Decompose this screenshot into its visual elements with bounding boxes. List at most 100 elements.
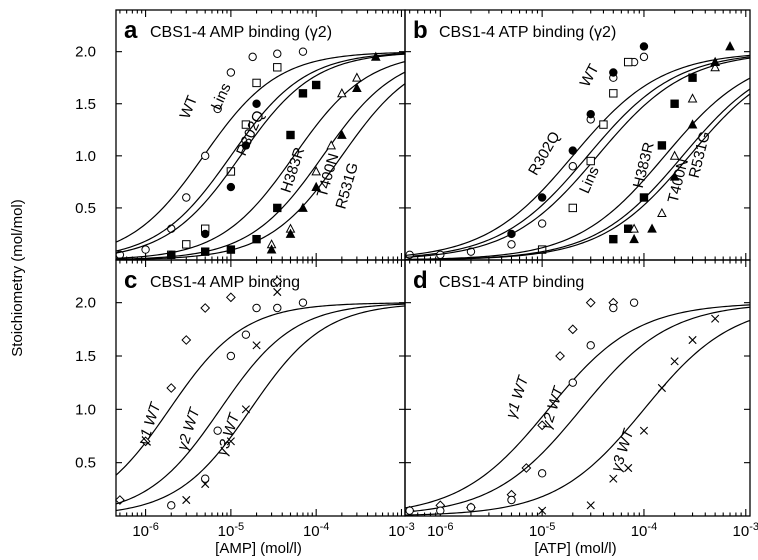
data-point [629, 298, 639, 307]
series-label: γ2 WT [174, 404, 204, 452]
fit-curve [405, 57, 750, 258]
data-point [710, 62, 720, 72]
data-point [182, 495, 191, 505]
data-point [286, 130, 295, 140]
data-point [213, 426, 222, 435]
data-point [273, 63, 282, 72]
fit-curve [116, 52, 405, 252]
data-point [568, 378, 577, 387]
data-point [241, 141, 251, 150]
fit-curve [405, 306, 750, 513]
x-tick-label: 10-6 [427, 521, 453, 540]
fit-curve [116, 303, 405, 505]
data-point [311, 181, 322, 191]
data-point [370, 51, 381, 61]
y-axis-label: Stoichiometry (mol/mol) [9, 199, 26, 357]
series-1wt: γ1 WT [114, 276, 405, 505]
y-tick-label: 1.5 [75, 96, 96, 113]
fit-curve [405, 304, 750, 509]
data-point [670, 99, 679, 108]
data-point [687, 93, 698, 103]
fit-curve [405, 319, 750, 516]
series-label: γ2 WT [538, 383, 568, 431]
data-point [657, 141, 667, 150]
data-point [568, 162, 577, 171]
data-point [669, 171, 680, 181]
data-point [537, 420, 548, 431]
data-point [352, 82, 362, 93]
x-tick-label: 10-4 [631, 521, 657, 540]
data-point [711, 314, 720, 323]
data-point [226, 182, 236, 192]
series-label: Lins [576, 164, 603, 196]
series-label: WT [577, 61, 603, 90]
data-point [141, 245, 150, 254]
panel-title: CBS1-4 ATP binding (γ2) [439, 24, 616, 41]
series-label: γ3 WT [608, 426, 638, 474]
data-point [657, 207, 667, 218]
panel-d: d CBS1-4 ATP binding 10-6 10-5 10-4 10-3 [ATP]… [404, 259, 758, 557]
data-point [181, 335, 192, 345]
data-point [725, 41, 735, 51]
fit-curve [116, 305, 405, 512]
data-point [624, 463, 633, 473]
panel-title: CBS1-4 AMP binding [150, 274, 300, 291]
series-label: H383R [630, 140, 658, 190]
y-tick-label: 1.0 [75, 401, 96, 418]
x-tick-label: 10-4 [303, 521, 329, 540]
series-label: γ1 WT [503, 372, 533, 420]
data-point [639, 426, 649, 435]
data-point [710, 56, 720, 66]
panels: a CBS1-4 AMP binding (γ2)0.51.01.52.0WT Li… [75, 9, 758, 557]
data-point [182, 193, 191, 202]
panel-letter: b [413, 17, 428, 44]
data-point [226, 68, 236, 77]
data-point [405, 506, 414, 515]
fit-curve [116, 61, 405, 259]
plot-frame [404, 259, 751, 517]
series-3wt: γ3 WT [116, 287, 405, 512]
panel-letter: d [413, 267, 428, 294]
fit-curve [405, 54, 750, 257]
panel-c: c CBS1-4 AMP binding 0.5 1.0 1.5 2.0 10-6 10-5 1… [75, 259, 415, 557]
data-point [623, 57, 633, 67]
data-point [182, 240, 191, 249]
data-point [537, 193, 547, 202]
series-2wt: γ2 WT [405, 298, 750, 515]
data-point [568, 146, 577, 155]
data-point [639, 42, 649, 51]
fit-curve [405, 56, 750, 258]
fit-curve [116, 51, 405, 243]
data-point [352, 72, 362, 82]
x-tick-label: 10-3 [388, 521, 414, 540]
series-1wt: γ1 WT [404, 297, 750, 516]
x-tick-label: 10-6 [132, 521, 158, 540]
x-axis-label: [ATP] (mol/l) [534, 540, 616, 557]
panel-b: b CBS1-4 ATP binding (γ2) WT R302Q Lins H383R… [404, 9, 751, 261]
series-3wt: γ3 WT [405, 314, 750, 516]
data-point [252, 78, 261, 88]
x-tick-label: 10-3 [733, 521, 758, 540]
data-point [273, 203, 282, 213]
data-point [688, 73, 697, 82]
data-point [337, 129, 347, 139]
data-point [311, 166, 322, 176]
plot-frame [115, 9, 406, 261]
data-point [241, 120, 251, 129]
data-point [200, 229, 210, 239]
data-point [298, 47, 308, 56]
data-point [241, 330, 251, 339]
data-point [657, 383, 666, 393]
data-point [586, 109, 595, 119]
series-label: WT [177, 93, 202, 121]
data-point [213, 104, 222, 114]
y-tick-label: 1.0 [75, 148, 96, 165]
data-point [609, 68, 618, 77]
data-point [272, 276, 283, 287]
fit-curve [405, 93, 750, 260]
series-label: H383R [278, 145, 309, 195]
y-tick-label: 0.5 [75, 200, 96, 217]
fit-curve [116, 71, 405, 260]
plot-frame [115, 259, 406, 517]
